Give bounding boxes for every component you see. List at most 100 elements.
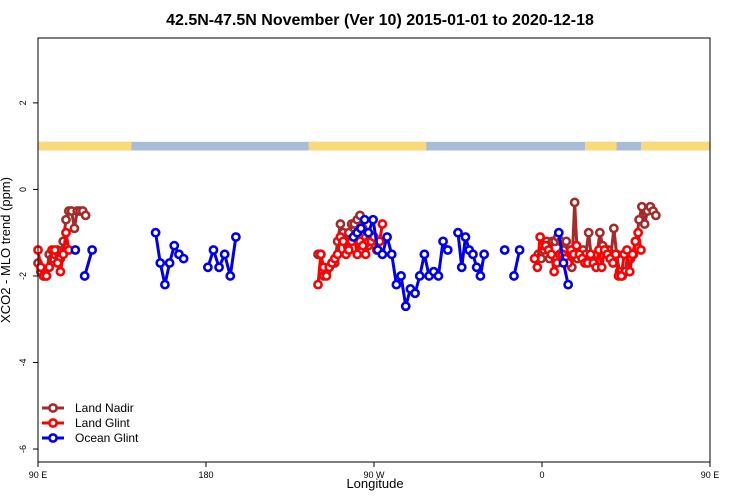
data-point: [414, 271, 425, 281]
y-tick-label: -6: [18, 445, 28, 453]
data-point: [225, 271, 236, 281]
data-point: [70, 245, 81, 255]
data-point: [169, 240, 180, 251]
data-point: [460, 232, 471, 242]
data-point: [79, 271, 90, 281]
data-point: [594, 227, 605, 238]
data-point: [219, 249, 230, 260]
x-tick-label: 90 W: [363, 470, 385, 480]
data-point: [583, 227, 594, 238]
legend-swatch-marker: [48, 418, 58, 428]
data-point: [569, 197, 580, 208]
data-point: [208, 245, 219, 255]
data-point: [529, 253, 540, 264]
data-point: [343, 245, 354, 255]
data-point: [438, 236, 448, 247]
data-point: [563, 279, 574, 290]
series-ocean-glint: [70, 214, 574, 312]
data-point: [419, 249, 430, 260]
data-point: [596, 262, 607, 273]
data-point: [359, 214, 370, 225]
data-point: [410, 288, 420, 299]
series-layer: [33, 197, 661, 312]
data-point: [546, 249, 557, 260]
data-point: [456, 262, 467, 273]
data-point: [377, 219, 388, 229]
data-point: [549, 266, 560, 277]
land-ocean-band: [38, 141, 710, 151]
y-tick-label: -2: [18, 272, 28, 280]
data-point: [558, 258, 569, 268]
y-tick-label: -4: [18, 358, 28, 366]
y-axis-label: XCO2 - MLO trend (ppm): [0, 177, 13, 323]
x-tick-label: 90 E: [701, 470, 720, 480]
data-point: [160, 279, 170, 290]
data-point: [382, 232, 392, 242]
data-point: [41, 271, 52, 281]
land-band-segment: [38, 141, 132, 151]
data-point: [55, 266, 66, 277]
data-point: [61, 227, 71, 238]
data-point: [514, 245, 525, 255]
data-point: [468, 249, 478, 260]
legend-label: Ocean Glint: [75, 431, 139, 445]
data-point: [396, 271, 406, 281]
data-point: [479, 249, 490, 260]
legend-swatch-marker: [48, 403, 58, 413]
data-point: [61, 214, 71, 225]
land-band-segment: [584, 141, 617, 151]
land-band-segment: [640, 141, 710, 151]
data-point: [442, 245, 453, 255]
data-point: [321, 271, 332, 281]
data-point: [360, 249, 371, 260]
data-point: [453, 227, 463, 238]
y-tick-label: 0: [18, 187, 28, 192]
y-axis: 2 0 -2 -4 -6: [18, 100, 38, 453]
x-axis: 90 E 180 90 W 0 90 E: [29, 462, 720, 480]
legend-item-ocean-glint: Ocean Glint: [42, 431, 139, 445]
data-point: [499, 245, 510, 255]
data-point: [627, 249, 638, 260]
data-point: [87, 245, 98, 255]
data-point: [49, 245, 60, 255]
data-point: [433, 271, 444, 281]
x-tick-label: 0: [539, 470, 544, 480]
data-point: [553, 227, 564, 238]
data-point: [164, 258, 175, 268]
data-point: [363, 227, 374, 238]
series-land-glint: [33, 219, 646, 290]
data-point: [475, 271, 486, 281]
data-point: [377, 249, 388, 260]
data-point: [624, 266, 635, 277]
data-point: [391, 279, 402, 290]
x-tick-label: 90 E: [29, 470, 48, 480]
data-point: [532, 262, 543, 273]
data-point: [202, 262, 213, 273]
data-point: [471, 262, 482, 273]
data-point: [633, 227, 644, 238]
data-point: [44, 262, 55, 273]
x-tick-label: 180: [198, 470, 213, 480]
data-point: [335, 219, 346, 229]
data-point: [214, 262, 224, 273]
legend-item-land-glint: Land Glint: [42, 416, 130, 430]
data-point: [315, 249, 326, 260]
data-point: [313, 279, 323, 290]
data-point: [561, 236, 572, 247]
data-point: [585, 249, 596, 260]
x-axis-label: Longitude: [346, 476, 403, 491]
data-point: [571, 240, 582, 251]
data-point: [80, 210, 91, 221]
data-point: [52, 258, 63, 268]
data-point: [400, 301, 411, 312]
data-point: [386, 249, 397, 260]
data-point: [608, 258, 618, 268]
data-point: [178, 253, 189, 264]
data-point: [639, 219, 650, 229]
legend-label: Land Glint: [75, 416, 130, 430]
data-point: [636, 245, 646, 255]
data-point: [155, 258, 166, 268]
data-point: [352, 249, 363, 260]
